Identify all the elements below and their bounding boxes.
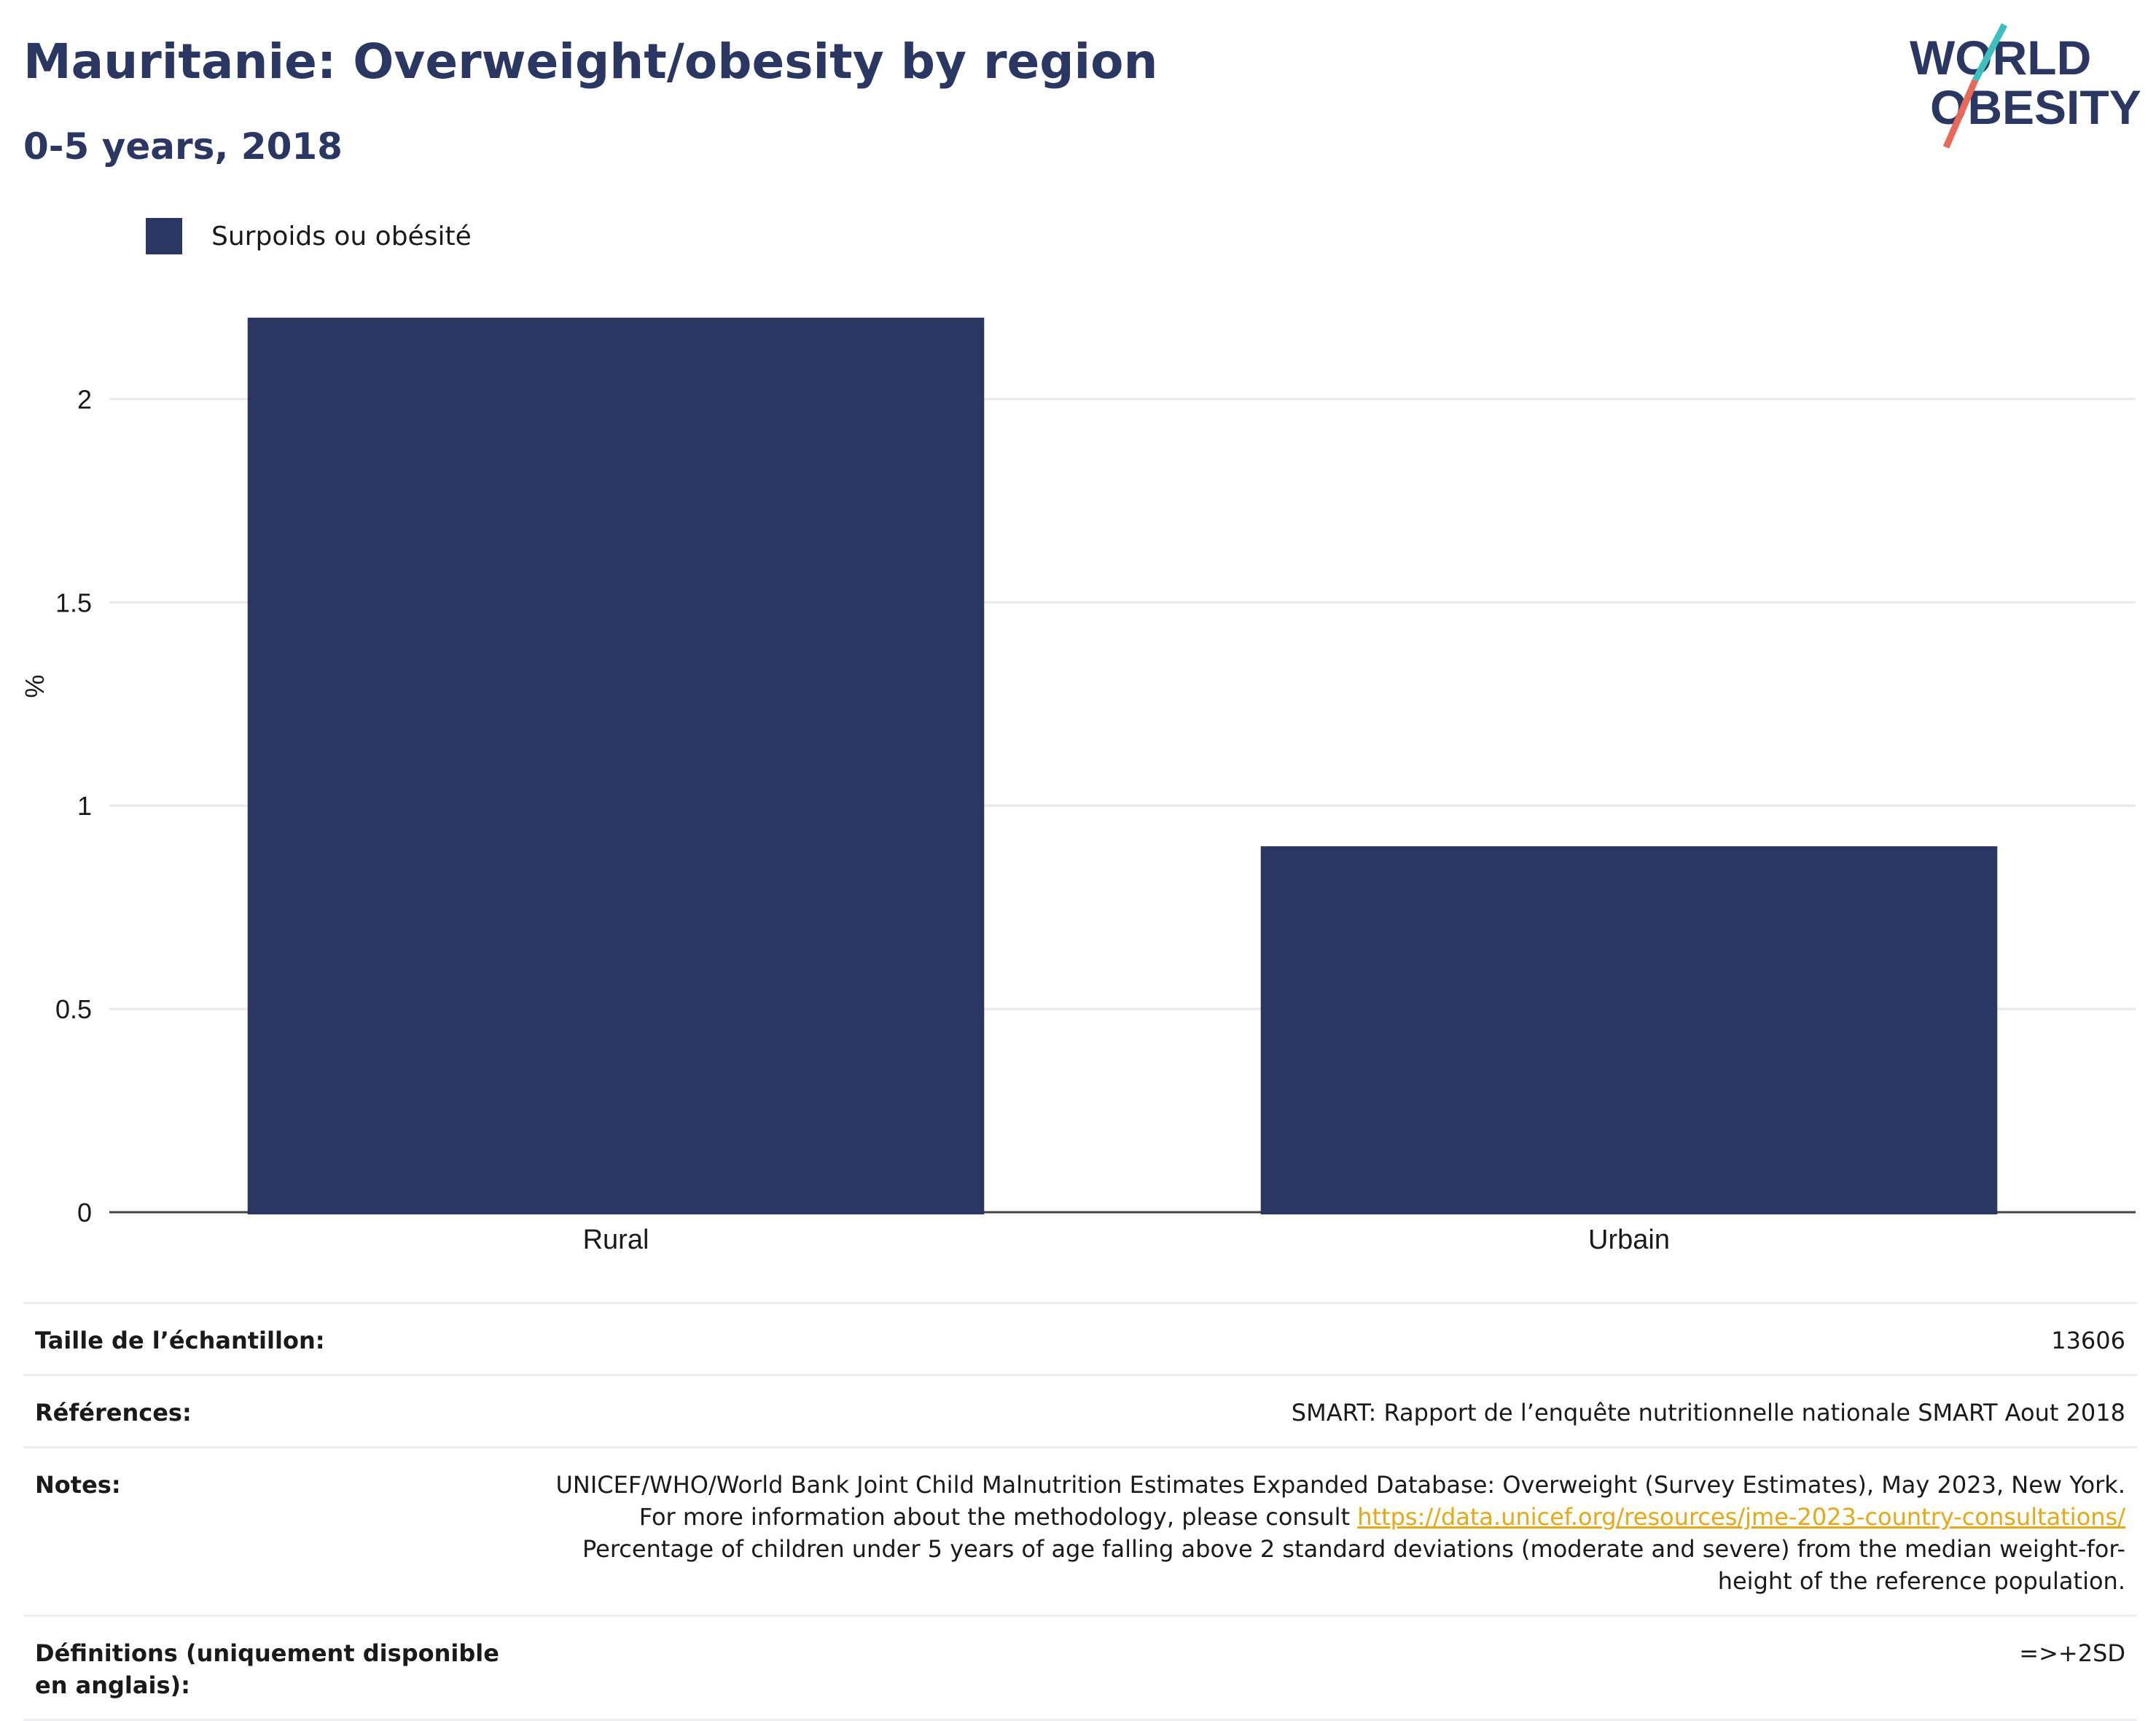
y-axis-ticks: 0 0.5 1 1.5 2 [55,384,92,1228]
y-tick-label: 2 [77,384,92,414]
notes-value: UNICEF/WHO/World Bank Joint Child Malnut… [513,1446,2137,1616]
sample-size-label: Taille de l’échantillon: [23,1302,513,1375]
info-row-notes: Notes: UNICEF/WHO/World Bank Joint Child… [23,1446,2137,1616]
y-axis-label: % [20,674,50,698]
references-value: SMART: Rapport de l’enquête nutritionnel… [513,1374,2137,1448]
logo-coral-slash [1942,79,1979,149]
bars [247,317,1998,1214]
y-tick-label: 1.5 [55,588,92,617]
info-row-sample-size: Taille de l’échantillon: 13606 [23,1302,2137,1375]
bar-urbain [1260,846,1998,1214]
bar-rural [247,317,985,1214]
chart-title: Mauritanie: Overweight/obesity by region [23,34,1158,90]
references-label: Références: [23,1374,513,1448]
y-tick-label: 0.5 [55,994,92,1024]
legend-label: Surpoids ou obésité [211,221,472,251]
legend: Surpoids ou obésité [146,217,472,255]
definitions-label: Définitions (uniquement disponible en an… [23,1615,513,1721]
info-row-definitions: Définitions (uniquement disponible en an… [23,1615,2137,1721]
x-axis-ticks: Rural Urbain [583,1225,1670,1255]
notes-link[interactable]: https://data.unicef.org/resources/jme-20… [1357,1503,2125,1531]
sample-size-value: 13606 [513,1302,2137,1375]
notes-label: Notes: [23,1446,513,1616]
y-tick-label: 0 [77,1198,92,1228]
chart-subtitle: 0-5 years, 2018 [23,125,343,168]
logo-line1: WORLD [1910,31,2091,85]
notes-text-1: UNICEF/WHO/World Bank Joint Child Malnut… [555,1471,2126,1531]
logo-teal-slash [1972,23,2007,82]
x-tick-label: Rural [583,1225,649,1255]
bar-chart: 0 0.5 1 1.5 2 Rural Urbain % [20,317,2136,1255]
x-tick-label: Urbain [1588,1225,1670,1255]
definitions-value: =>+2SD [513,1615,2137,1721]
info-table: Taille de l’échantillon: 13606 Référence… [23,1302,2137,1721]
legend-swatch [146,218,182,254]
info-row-references: Références: SMART: Rapport de l’enquête … [23,1374,2137,1448]
world-obesity-logo: WORLD OBESITY [1910,23,2141,149]
y-tick-label: 1 [77,791,92,821]
notes-text-2: Percentage of children under 5 years of … [582,1535,2125,1595]
